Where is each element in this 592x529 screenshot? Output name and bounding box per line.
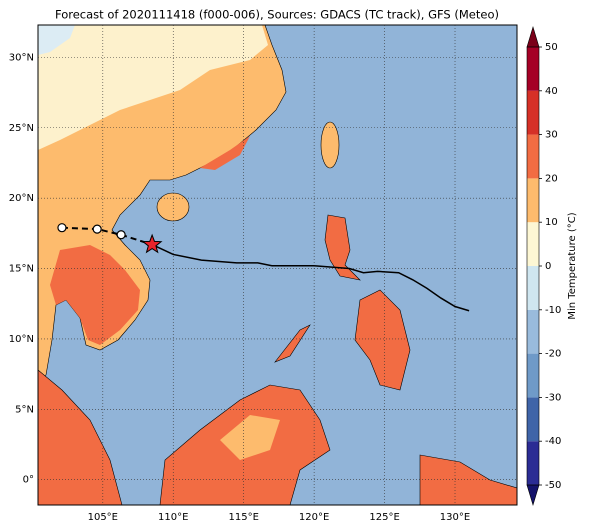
colorbar-tick-label: 20	[545, 173, 558, 184]
colorbar-extend-min	[526, 484, 540, 507]
x-tick-label: 105°E	[88, 512, 118, 523]
colorbar-tick-label: -20	[545, 349, 561, 360]
warm-south-china	[200, 136, 250, 170]
luzon	[324, 214, 361, 281]
y-tick-label: 5°N	[15, 404, 34, 415]
borneo-highland	[220, 415, 280, 460]
colorbar-bin	[527, 90, 539, 135]
past-position	[57, 223, 67, 233]
past-position	[116, 230, 126, 240]
colorbar-tick-label: -40	[545, 436, 561, 447]
palawan	[274, 324, 311, 363]
map-title: Forecast of 2020111418 (f000-006), Sourc…	[55, 8, 499, 22]
hainan	[156, 192, 190, 222]
colorbar-bin	[527, 441, 539, 485]
colorbar-bin	[527, 222, 539, 266]
colorbar-tick-label: 10	[545, 217, 558, 228]
taiwan	[320, 121, 340, 169]
sumatra	[38, 369, 123, 505]
colorbar-bin	[527, 353, 539, 398]
colorbar-bin	[527, 178, 539, 223]
colorbar-tick-label: -30	[545, 392, 561, 403]
basemap	[38, 25, 517, 505]
colorbar-bin	[527, 309, 539, 354]
forecast-track	[151, 243, 470, 312]
warm-indochina	[50, 245, 140, 345]
current-position	[141, 233, 163, 254]
y-tick-label: 30°N	[9, 52, 34, 63]
colorbar-tick-label: 0	[545, 261, 551, 272]
colorbar-extend-max	[526, 25, 540, 48]
colorbar-bin	[527, 47, 539, 91]
y-tick-label: 10°N	[9, 334, 34, 345]
x-tick-label: 115°E	[228, 512, 258, 523]
x-tick-label: 120°E	[299, 512, 329, 523]
colorbar-label: Min Temperature (°C)	[567, 212, 578, 319]
map-frame	[37, 24, 518, 506]
cold-north	[38, 25, 268, 150]
colorbar-tick-label: -50	[545, 480, 561, 491]
past-track-link	[120, 233, 153, 246]
x-tick-label: 110°E	[158, 512, 188, 523]
colder-corner	[38, 25, 75, 55]
colorbar-bin	[527, 266, 539, 310]
y-tick-label: 25°N	[9, 123, 34, 134]
colorbar-tick-label: 50	[545, 42, 558, 53]
y-tick-label: 15°N	[9, 264, 34, 275]
past-position	[92, 224, 102, 234]
x-tick-label: 125°E	[369, 512, 399, 523]
colorbar-bin	[527, 397, 539, 442]
colorbar-tick-label: -10	[545, 305, 561, 316]
colorbar-bin	[527, 134, 539, 179]
colorbar-tick-label: 40	[545, 86, 558, 97]
x-tick-label: 130°E	[440, 512, 470, 523]
y-tick-label: 0°	[23, 475, 34, 486]
y-tick-label: 20°N	[9, 193, 34, 204]
colorbar-tick-label: 30	[545, 130, 558, 141]
sulawesi	[419, 454, 517, 505]
visayas-mindanao	[354, 289, 411, 391]
